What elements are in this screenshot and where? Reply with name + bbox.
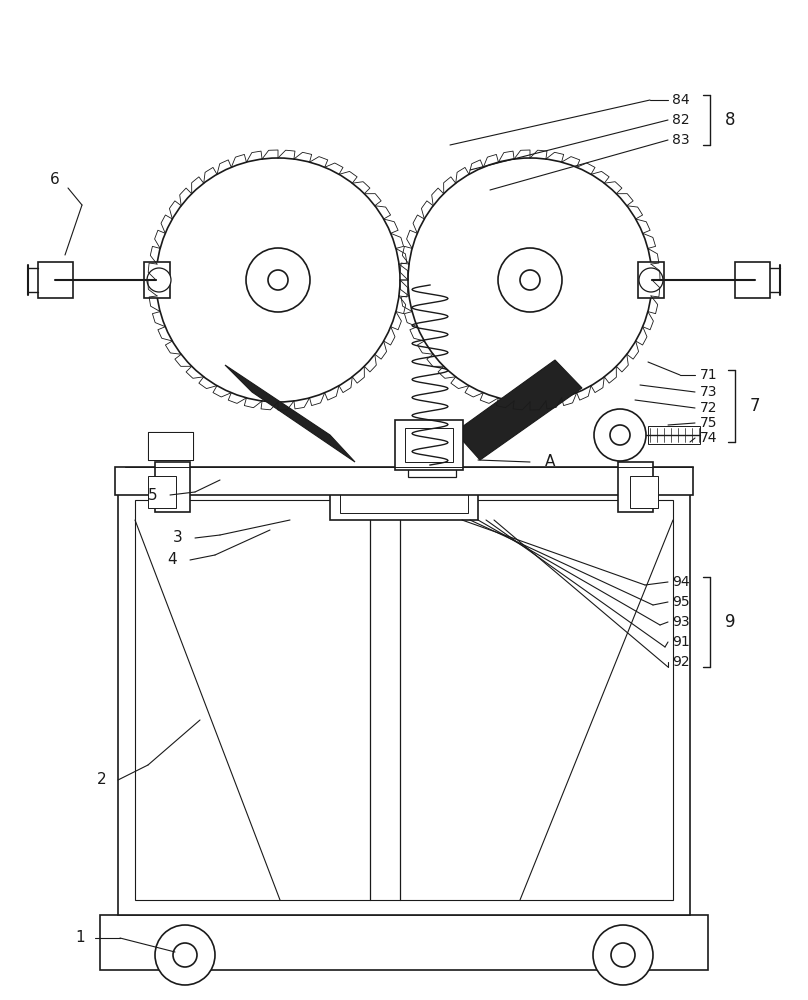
Text: A: A [545, 454, 555, 470]
Text: 93: 93 [672, 615, 689, 629]
Bar [638, 262, 664, 298]
Bar [330, 478, 478, 520]
Circle shape [639, 268, 663, 292]
Circle shape [173, 943, 197, 967]
Bar [100, 915, 708, 970]
Text: 71: 71 [700, 368, 718, 382]
Text: 5: 5 [148, 488, 158, 502]
Text: 83: 83 [672, 133, 689, 147]
Text: 82: 82 [672, 113, 689, 127]
Text: 4: 4 [167, 552, 177, 568]
Circle shape [155, 925, 215, 985]
Circle shape [611, 943, 635, 967]
Circle shape [147, 268, 171, 292]
Text: 92: 92 [672, 655, 689, 669]
Circle shape [520, 270, 540, 290]
Bar [115, 467, 693, 495]
Bar [38, 262, 73, 298]
Text: 94: 94 [672, 575, 689, 589]
Text: 6: 6 [50, 172, 60, 188]
Polygon shape [455, 360, 582, 460]
Text: 1: 1 [75, 930, 85, 946]
Circle shape [498, 248, 562, 312]
Circle shape [246, 248, 310, 312]
Circle shape [156, 158, 400, 402]
Text: 72: 72 [700, 401, 718, 415]
Bar [395, 420, 463, 470]
Text: 2: 2 [97, 772, 107, 788]
Text: 73: 73 [700, 385, 718, 399]
Bar [148, 432, 193, 460]
Text: 74: 74 [700, 431, 718, 445]
Bar [735, 262, 770, 298]
Text: 91: 91 [672, 635, 690, 649]
Bar [155, 462, 190, 512]
Bar [340, 485, 468, 513]
Text: 9: 9 [725, 613, 735, 631]
Bar [618, 462, 653, 512]
Circle shape [268, 270, 288, 290]
Bar [144, 262, 170, 298]
Circle shape [594, 409, 646, 461]
Text: 95: 95 [672, 595, 689, 609]
Circle shape [593, 925, 653, 985]
Bar [648, 426, 700, 444]
Bar [148, 432, 193, 460]
Bar [405, 428, 453, 462]
Text: 7: 7 [750, 397, 760, 415]
Bar [135, 500, 673, 900]
Text: 75: 75 [700, 416, 718, 430]
Text: 8: 8 [725, 111, 735, 129]
Bar [408, 459, 456, 477]
Circle shape [408, 158, 652, 402]
Bar [118, 485, 690, 915]
Bar [148, 476, 176, 508]
Circle shape [610, 425, 630, 445]
Text: 3: 3 [173, 530, 183, 546]
Text: 84: 84 [672, 93, 689, 107]
Polygon shape [225, 365, 355, 462]
Bar [630, 476, 658, 508]
